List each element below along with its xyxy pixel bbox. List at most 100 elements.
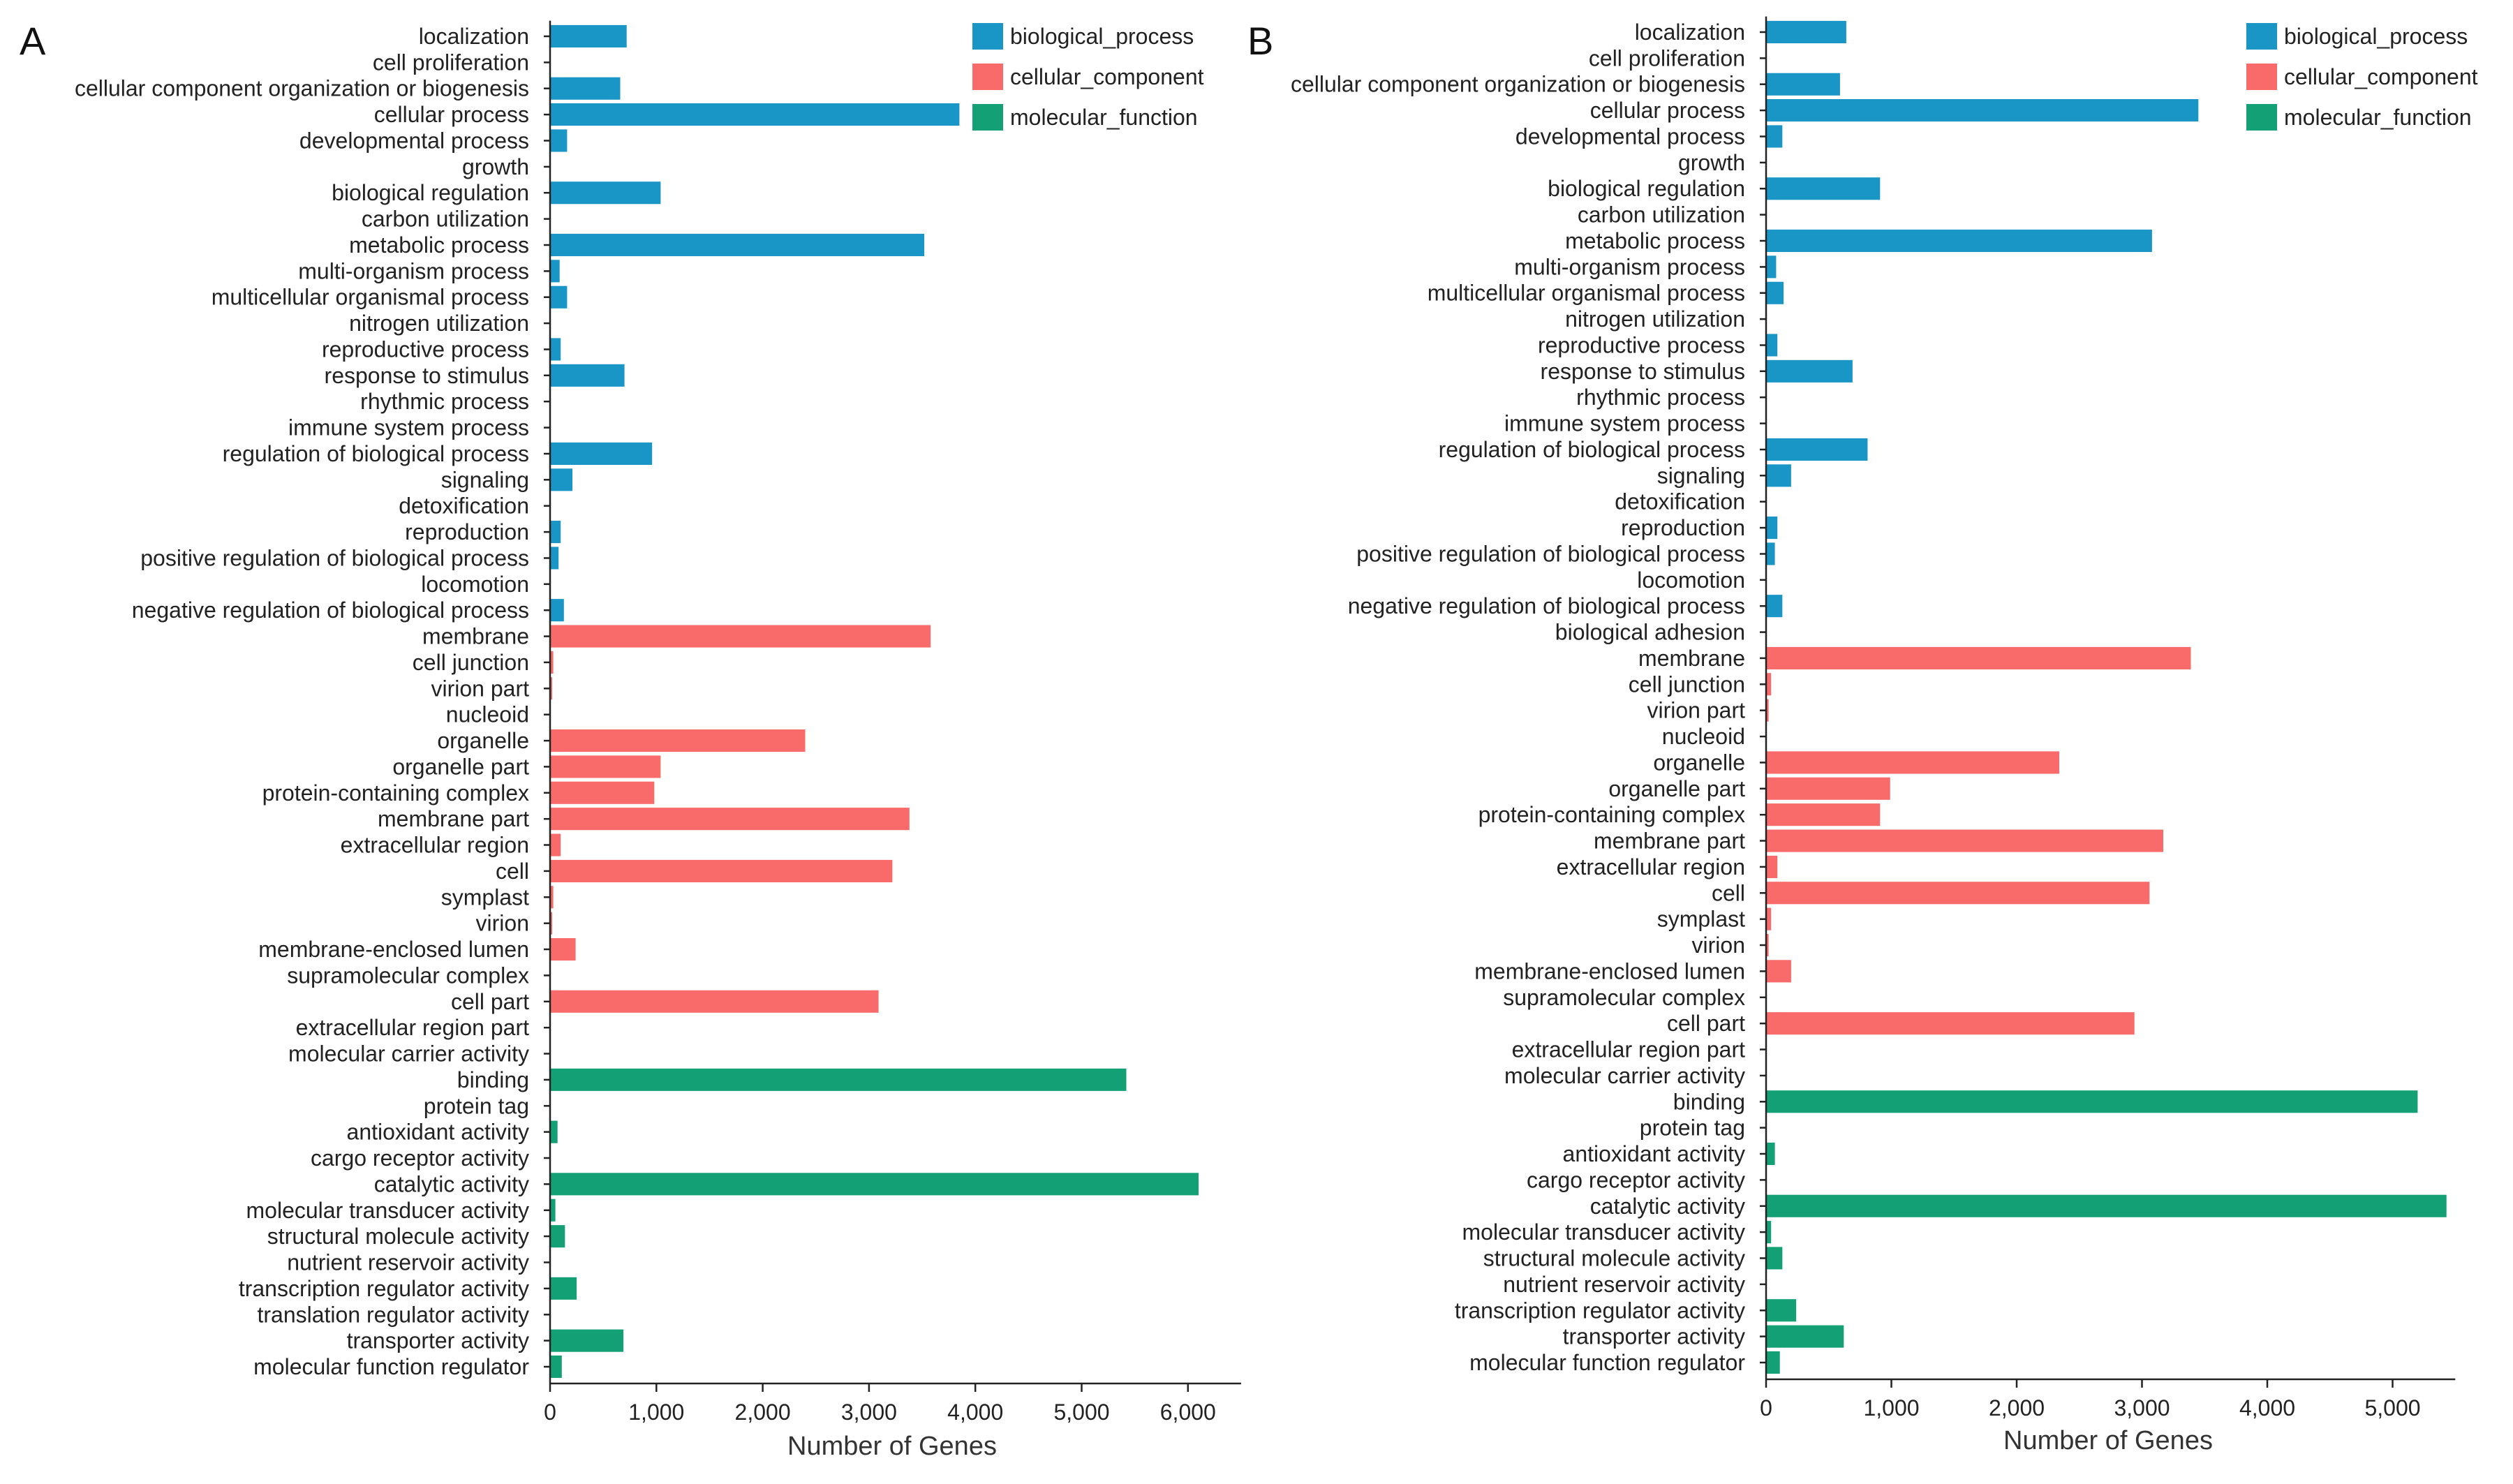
panel-a-bar-binding: [550, 1068, 1127, 1091]
panel-b-category-label-localization: localization: [1635, 20, 1745, 45]
panel-b-bar-catalytic-activity: [1766, 1194, 2447, 1217]
panel-a-category-label-membrane-enclosed-lumen: membrane-enclosed lumen: [258, 937, 529, 962]
panel-a-category-label-metabolic-process: metabolic process: [349, 232, 529, 258]
panel-a-category-label-regulation-of-biological-process: regulation of biological process: [223, 441, 529, 466]
panel-b-category-label-molecular-carrier-activity: molecular carrier activity: [1504, 1063, 1745, 1088]
panel-a-bar-virion-part: [550, 677, 552, 700]
panel-a-category-label-membrane: membrane: [422, 624, 529, 649]
panel-a-bar-organelle-part: [550, 755, 661, 778]
panel-b-category-label-cellular-component-organization-or-biogenesis: cellular component organization or bioge…: [1291, 72, 1745, 97]
panel-a-legend-swatch-cellular-component: [972, 64, 1003, 90]
panel-b-bar-virion: [1766, 934, 1769, 957]
panel-a-xtick-label-3000: 3,000: [841, 1400, 897, 1425]
panel-b-bar-molecular-function-regulator: [1766, 1351, 1780, 1374]
panel-b-category-label-nitrogen-utilization: nitrogen utilization: [1565, 306, 1745, 332]
panel-a-category-label-growth: growth: [462, 154, 529, 179]
panel-b-category-label-positive-regulation-of-biological-process: positive regulation of biological proces…: [1356, 542, 1745, 567]
panel-b-category-label-response-to-stimulus: response to stimulus: [1541, 359, 1745, 384]
panel-b-category-label-cell-part: cell part: [1667, 1011, 1745, 1036]
panel-a-bar-protein-containing-complex: [550, 781, 655, 804]
panel-b-bar-cell: [1766, 882, 2150, 905]
panel-b-bar-cell-junction: [1766, 673, 1772, 696]
panel-a-legend-label-biological-process: biological_process: [1010, 24, 1194, 49]
panel-a-category-label-extracellular-region: extracellular region: [341, 833, 529, 858]
panel-a-category-label-rhythmic-process: rhythmic process: [360, 389, 529, 414]
panel-a-legend-swatch-biological-process: [972, 23, 1003, 50]
panel-a-category-label-signaling: signaling: [441, 467, 529, 492]
panel-b-category-label-immune-system-process: immune system process: [1504, 411, 1745, 436]
panel-b-bar-membrane-part: [1766, 829, 2163, 852]
panel-a-category-label-molecular-carrier-activity: molecular carrier activity: [288, 1041, 529, 1067]
panel-b-xtick-label-5000: 5,000: [2364, 1395, 2420, 1420]
panel-a-category-label-protein-containing-complex: protein-containing complex: [262, 780, 529, 806]
panel-b-category-label-virion-part: virion part: [1647, 698, 1746, 723]
panel-b-x-axis-title: Number of Genes: [2003, 1426, 2213, 1455]
panel-a-bar-localization: [550, 24, 627, 47]
panel-b-bar-binding: [1766, 1090, 2418, 1113]
panel-a-category-label-cellular-component-organization-or-biogenesis: cellular component organization or bioge…: [75, 76, 529, 101]
panel-b-bar-antioxidant-activity: [1766, 1142, 1775, 1165]
panel-a-category-label-cell: cell: [496, 859, 529, 884]
panel-a-bar-positive-regulation-of-biological-process: [550, 547, 559, 570]
panel-a-category-label-biological-regulation: biological regulation: [332, 180, 529, 205]
panel-a-bar-transcription-regulator-activity: [550, 1277, 577, 1300]
panel-b-xtick-label-1000: 1,000: [1863, 1395, 1919, 1420]
panel-a-category-label-virion-part: virion part: [431, 676, 530, 701]
panel-b-xtick-label-0: 0: [1760, 1395, 1772, 1420]
panel-b-category-label-cell-proliferation: cell proliferation: [1589, 45, 1745, 71]
panel-b-category-label-symplast: symplast: [1657, 907, 1745, 932]
panel-a-category-label-reproduction: reproduction: [405, 519, 529, 544]
panel-b-legend-swatch-molecular-function: [2246, 104, 2277, 131]
panel-a-category-label-cellular-process: cellular process: [374, 102, 529, 127]
panel-b-category-label-membrane-part: membrane part: [1594, 829, 1745, 854]
panel-a-category-label-organelle: organelle: [437, 728, 529, 753]
panel-a-bar-reproductive-process: [550, 338, 561, 361]
panel-b-category-label-catalytic-activity: catalytic activity: [1590, 1194, 1745, 1219]
panel-a-category-label-cell-proliferation: cell proliferation: [373, 50, 529, 75]
panel-a-category-label-carbon-utilization: carbon utilization: [362, 207, 529, 232]
panel-b-bar-reproduction: [1766, 517, 1778, 540]
panel-b-bar-membrane-enclosed-lumen: [1766, 960, 1791, 983]
panel-b-category-label-growth: growth: [1678, 150, 1745, 175]
panel-a-category-label-symplast: symplast: [441, 884, 529, 910]
panel-a-bar-developmental-process: [550, 129, 568, 152]
panel-a-bar-cellular-process: [550, 103, 960, 126]
panel-a-bar-symplast: [550, 886, 554, 909]
panel-b-category-label-multicellular-organismal-process: multicellular organismal process: [1428, 281, 1745, 306]
panel-b-category-label-transporter-activity: transporter activity: [1563, 1324, 1745, 1349]
panel-a-bar-virion: [550, 912, 552, 935]
panel-a-legend-label-cellular-component: cellular_component: [1010, 64, 1204, 89]
panel-b-category-label-locomotion: locomotion: [1637, 567, 1745, 593]
panel-b-category-label-cellular-process: cellular process: [1590, 98, 1745, 123]
panel-b-category-label-extracellular-region-part: extracellular region part: [1512, 1037, 1746, 1062]
panel-b-category-label-detoxification: detoxification: [1615, 489, 1745, 514]
panel-a-category-label-nucleoid: nucleoid: [446, 702, 529, 727]
panel-b-bar-virion-part: [1766, 699, 1769, 722]
panel-a-bar-regulation-of-biological-process: [550, 442, 653, 465]
panel-a-category-label-transporter-activity: transporter activity: [347, 1328, 529, 1353]
panel-a-bar-cell-junction: [550, 651, 554, 674]
panel-b-bar-cellular-component-organization-or-biogenesis: [1766, 73, 1840, 96]
panel-a-category-label-locomotion: locomotion: [421, 572, 529, 597]
panel-a-category-label-organelle-part: organelle part: [392, 754, 529, 779]
panel-b-category-label-rhythmic-process: rhythmic process: [1576, 385, 1745, 410]
panel-a-category-label-transcription-regulator-activity: transcription regulator activity: [239, 1276, 529, 1301]
panel-a-bar-multicellular-organismal-process: [550, 285, 568, 309]
panel-a-category-label-virion: virion: [476, 911, 529, 936]
panel-a-category-label-detoxification: detoxification: [399, 494, 529, 519]
panel-b-bar-response-to-stimulus: [1766, 359, 1853, 383]
panel-b-bar-multicellular-organismal-process: [1766, 281, 1784, 304]
panel-b-bar-signaling: [1766, 464, 1791, 487]
panel-b-category-label-regulation-of-biological-process: regulation of biological process: [1439, 437, 1745, 462]
panel-a-bar-molecular-transducer-activity: [550, 1199, 556, 1222]
panel-a-xtick-label-5000: 5,000: [1053, 1400, 1109, 1425]
panel-a-bar-negative-regulation-of-biological-process: [550, 599, 564, 622]
panel-b-category-label-negative-regulation-of-biological-process: negative regulation of biological proces…: [1348, 593, 1745, 618]
panel-a-bar-catalytic-activity: [550, 1173, 1199, 1196]
panel-b-category-label-binding: binding: [1673, 1089, 1745, 1114]
panel-b-legend-label-molecular-function: molecular_function: [2284, 105, 2472, 130]
panel-a-category-label-extracellular-region-part: extracellular region part: [296, 1015, 530, 1040]
panel-a-legend-swatch-molecular-function: [972, 104, 1003, 131]
panel-a-category-label-membrane-part: membrane part: [378, 806, 529, 831]
